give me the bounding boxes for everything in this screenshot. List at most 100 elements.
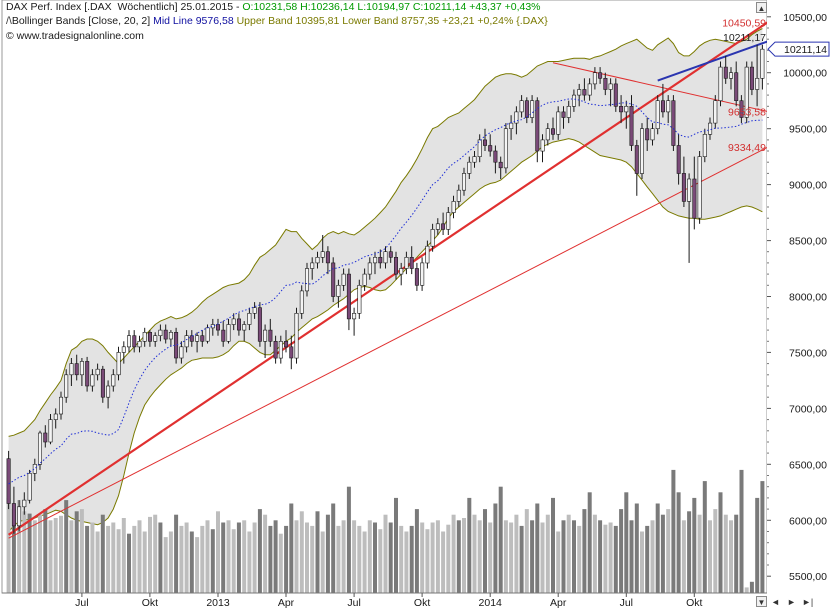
candle-body	[362, 273, 367, 286]
volume-bar	[90, 522, 95, 593]
candle-body	[195, 335, 200, 342]
candle	[477, 134, 482, 163]
candle-body	[221, 329, 226, 342]
chevron-right-icon[interactable]: ►	[787, 597, 796, 607]
candle-body	[268, 329, 273, 342]
candle	[37, 430, 42, 470]
y-tick-label: 9500,00	[789, 124, 827, 136]
chevron-down-icon[interactable]: ▼	[756, 596, 767, 607]
volume-bar	[556, 531, 561, 593]
candle-body	[378, 256, 383, 264]
candle-body	[43, 432, 48, 443]
chevron-left-icon[interactable]: ◄	[771, 597, 780, 607]
volume-bar	[158, 522, 163, 593]
candle	[325, 246, 330, 275]
candle-body	[744, 66, 749, 118]
candle	[472, 151, 477, 168]
candle-body	[116, 352, 121, 376]
trendline[interactable]	[7, 21, 769, 536]
volume-bar	[189, 531, 194, 593]
candle	[304, 262, 309, 297]
candle	[561, 106, 566, 129]
candle-body	[702, 134, 707, 158]
candle	[582, 78, 587, 101]
chevron-up-icon[interactable]: ▲	[756, 2, 767, 13]
candle-body	[687, 178, 692, 202]
mid-line-value: Mid Line 9576,58	[153, 15, 237, 27]
trendline[interactable]	[552, 62, 768, 112]
candle	[399, 262, 404, 286]
candle-body	[27, 472, 32, 501]
volume-bar	[514, 514, 519, 593]
candle-body	[587, 83, 592, 96]
volume-bar	[734, 514, 739, 593]
candle-body	[435, 223, 440, 230]
candle	[27, 469, 32, 504]
y-tick-label: 9000,00	[789, 180, 827, 192]
candle	[587, 78, 592, 101]
y-tick-label: 10500,00	[783, 12, 827, 24]
chevron-double-right-icon[interactable]: ►|	[802, 597, 814, 607]
volume-bar	[519, 525, 524, 593]
price-annotation-label: 9653,58	[728, 107, 766, 119]
trendline[interactable]	[8, 146, 768, 539]
volume-bar	[540, 522, 545, 593]
volume-bar	[148, 516, 152, 593]
candle	[577, 83, 582, 107]
candle	[414, 262, 419, 291]
volume-bar	[451, 514, 456, 593]
trendline-layer[interactable]	[7, 21, 769, 539]
trendline[interactable]	[657, 40, 768, 82]
volume-bar	[132, 525, 137, 593]
candle	[461, 167, 466, 196]
candle-body	[95, 368, 100, 376]
candle-body	[503, 128, 508, 169]
x-tick-label: Jul	[620, 597, 633, 609]
candle	[284, 330, 289, 353]
y-tick-label: 7500,00	[789, 347, 827, 359]
candle-body	[299, 290, 304, 314]
volume-bar	[603, 524, 608, 593]
candle-body	[315, 256, 320, 264]
candle-body	[346, 273, 351, 320]
header-line-1: DAX Perf. Index [.DAX Wöchentlich] 25.01…	[6, 0, 541, 14]
volume-bar	[739, 469, 744, 593]
candle	[195, 332, 200, 353]
volume-bar	[561, 520, 566, 593]
candle-body	[111, 374, 116, 387]
candle	[687, 173, 692, 263]
candle-body	[603, 78, 608, 90]
candle-body	[498, 161, 503, 169]
candle-body	[723, 66, 728, 79]
x-tick-label: 2014	[479, 597, 503, 609]
volume-bar	[95, 531, 100, 593]
candle	[451, 195, 456, 219]
volume-bar	[299, 511, 304, 593]
volume-bar	[572, 520, 576, 593]
volume-bar	[608, 522, 613, 593]
candle	[456, 184, 461, 207]
candle-body	[205, 327, 210, 342]
volume-bar	[226, 520, 231, 593]
candle	[69, 358, 74, 386]
volume-bar	[749, 581, 754, 593]
candle	[226, 318, 231, 344]
volume-bar	[394, 497, 398, 593]
volume-bar	[236, 522, 241, 593]
volume-bar	[472, 514, 477, 593]
candle	[362, 268, 367, 291]
candle	[514, 106, 519, 135]
candle	[310, 257, 315, 280]
candle-body	[22, 499, 27, 508]
x-tick-label: Jul	[347, 597, 360, 609]
candle-body	[69, 363, 74, 376]
candle-body	[619, 106, 624, 113]
candle	[58, 391, 63, 420]
candle-body	[592, 72, 597, 85]
candle-body	[524, 100, 529, 118]
candle	[346, 268, 351, 331]
candle	[95, 363, 100, 381]
volume-bar	[729, 520, 733, 593]
x-tick-label: Apr	[278, 597, 295, 609]
